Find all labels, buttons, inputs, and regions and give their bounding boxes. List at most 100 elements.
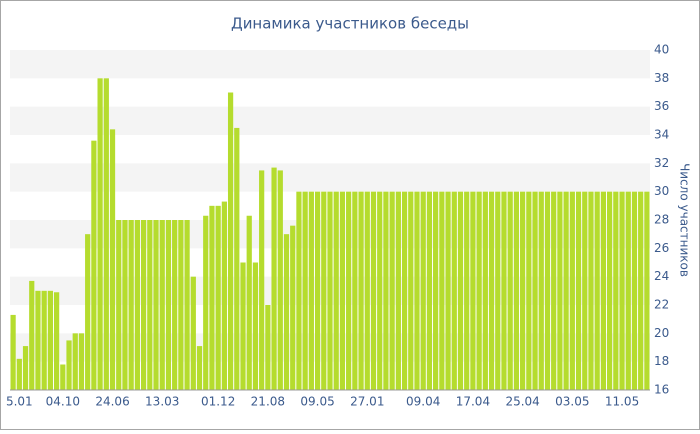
bar xyxy=(215,205,221,390)
y-tick-label: 30 xyxy=(654,184,669,198)
x-tick-label: 27.01 xyxy=(350,395,384,409)
bar xyxy=(97,78,103,390)
chart-title: Динамика участников беседы xyxy=(231,15,469,33)
bar xyxy=(501,191,507,390)
bar xyxy=(252,262,259,390)
bar xyxy=(190,276,196,390)
bar xyxy=(41,290,47,390)
bar xyxy=(116,220,122,390)
bar xyxy=(321,191,327,390)
x-tick-label: 01.12 xyxy=(201,395,235,409)
bar xyxy=(134,220,140,390)
bar xyxy=(420,191,426,390)
bar xyxy=(364,191,370,390)
bar xyxy=(445,191,451,390)
bar xyxy=(395,191,401,390)
bar xyxy=(109,129,116,391)
y-tick-label: 40 xyxy=(654,43,669,57)
bar xyxy=(507,191,513,390)
bar xyxy=(128,220,134,390)
x-tick-label: 04.10 xyxy=(46,395,80,409)
y-tick-label: 16 xyxy=(654,383,669,397)
y-tick-label: 26 xyxy=(654,241,669,255)
bar xyxy=(66,340,72,390)
y-tick-label: 22 xyxy=(654,298,669,312)
bar xyxy=(72,333,78,390)
bar xyxy=(153,220,159,390)
y-tick-label: 18 xyxy=(654,354,669,368)
bar xyxy=(551,191,557,390)
bar xyxy=(290,225,296,390)
y-tick-label: 28 xyxy=(654,213,669,227)
bar xyxy=(346,191,352,390)
bar xyxy=(165,220,172,390)
grid-band xyxy=(10,50,650,79)
bar xyxy=(308,191,314,390)
bar xyxy=(178,220,184,390)
x-tick-label: 17.04 xyxy=(456,395,490,409)
y-axis-label: Число участников xyxy=(678,163,692,277)
bar xyxy=(414,191,420,390)
bar xyxy=(476,191,482,390)
bar xyxy=(271,167,277,390)
bar xyxy=(35,290,41,390)
bar xyxy=(159,220,165,390)
bar xyxy=(259,170,265,390)
bar xyxy=(482,191,488,390)
bar xyxy=(246,215,252,390)
bar xyxy=(78,333,85,390)
bar xyxy=(426,191,433,390)
bar xyxy=(302,191,308,390)
bar xyxy=(277,170,283,390)
x-tick-label: 09.04 xyxy=(406,395,440,409)
y-tick-label: 38 xyxy=(654,71,669,85)
bar xyxy=(265,305,271,390)
bar xyxy=(644,191,650,390)
x-tick-label: 11.05 xyxy=(605,395,639,409)
x-tick-label: 03.05 xyxy=(555,395,589,409)
bar xyxy=(439,191,445,390)
bar xyxy=(582,191,588,390)
grid-band xyxy=(10,163,650,192)
bar xyxy=(60,364,66,390)
bar xyxy=(433,191,439,390)
bar xyxy=(53,292,60,390)
bar xyxy=(358,191,364,390)
y-tick-label: 32 xyxy=(654,156,669,170)
bar xyxy=(221,201,227,390)
bar xyxy=(147,220,153,390)
bar xyxy=(122,220,128,390)
bar xyxy=(575,191,582,390)
bar xyxy=(408,191,414,390)
x-tick-label: 09.05 xyxy=(300,395,334,409)
bar xyxy=(600,191,607,390)
bar xyxy=(401,191,408,390)
bar xyxy=(588,191,594,390)
y-tick-label: 20 xyxy=(654,326,669,340)
bar xyxy=(613,191,619,390)
bar xyxy=(47,290,53,390)
bar xyxy=(85,234,91,390)
bar xyxy=(569,191,575,390)
bar xyxy=(377,191,383,390)
bar xyxy=(638,191,644,390)
grid-band xyxy=(10,106,650,135)
bar xyxy=(370,191,377,390)
bar xyxy=(457,191,464,390)
bar xyxy=(352,191,358,390)
x-tick-label: 25.04 xyxy=(505,395,539,409)
bar xyxy=(544,191,551,390)
bar xyxy=(240,262,246,390)
bar xyxy=(631,191,638,390)
bar xyxy=(488,191,495,390)
y-tick-label: 24 xyxy=(654,269,669,283)
bar xyxy=(184,220,190,390)
plot xyxy=(10,78,650,391)
bar xyxy=(470,191,476,390)
bar xyxy=(594,191,600,390)
bar xyxy=(532,191,538,390)
bar xyxy=(389,191,395,390)
bar xyxy=(296,191,302,390)
y-tick-label: 34 xyxy=(654,128,669,142)
